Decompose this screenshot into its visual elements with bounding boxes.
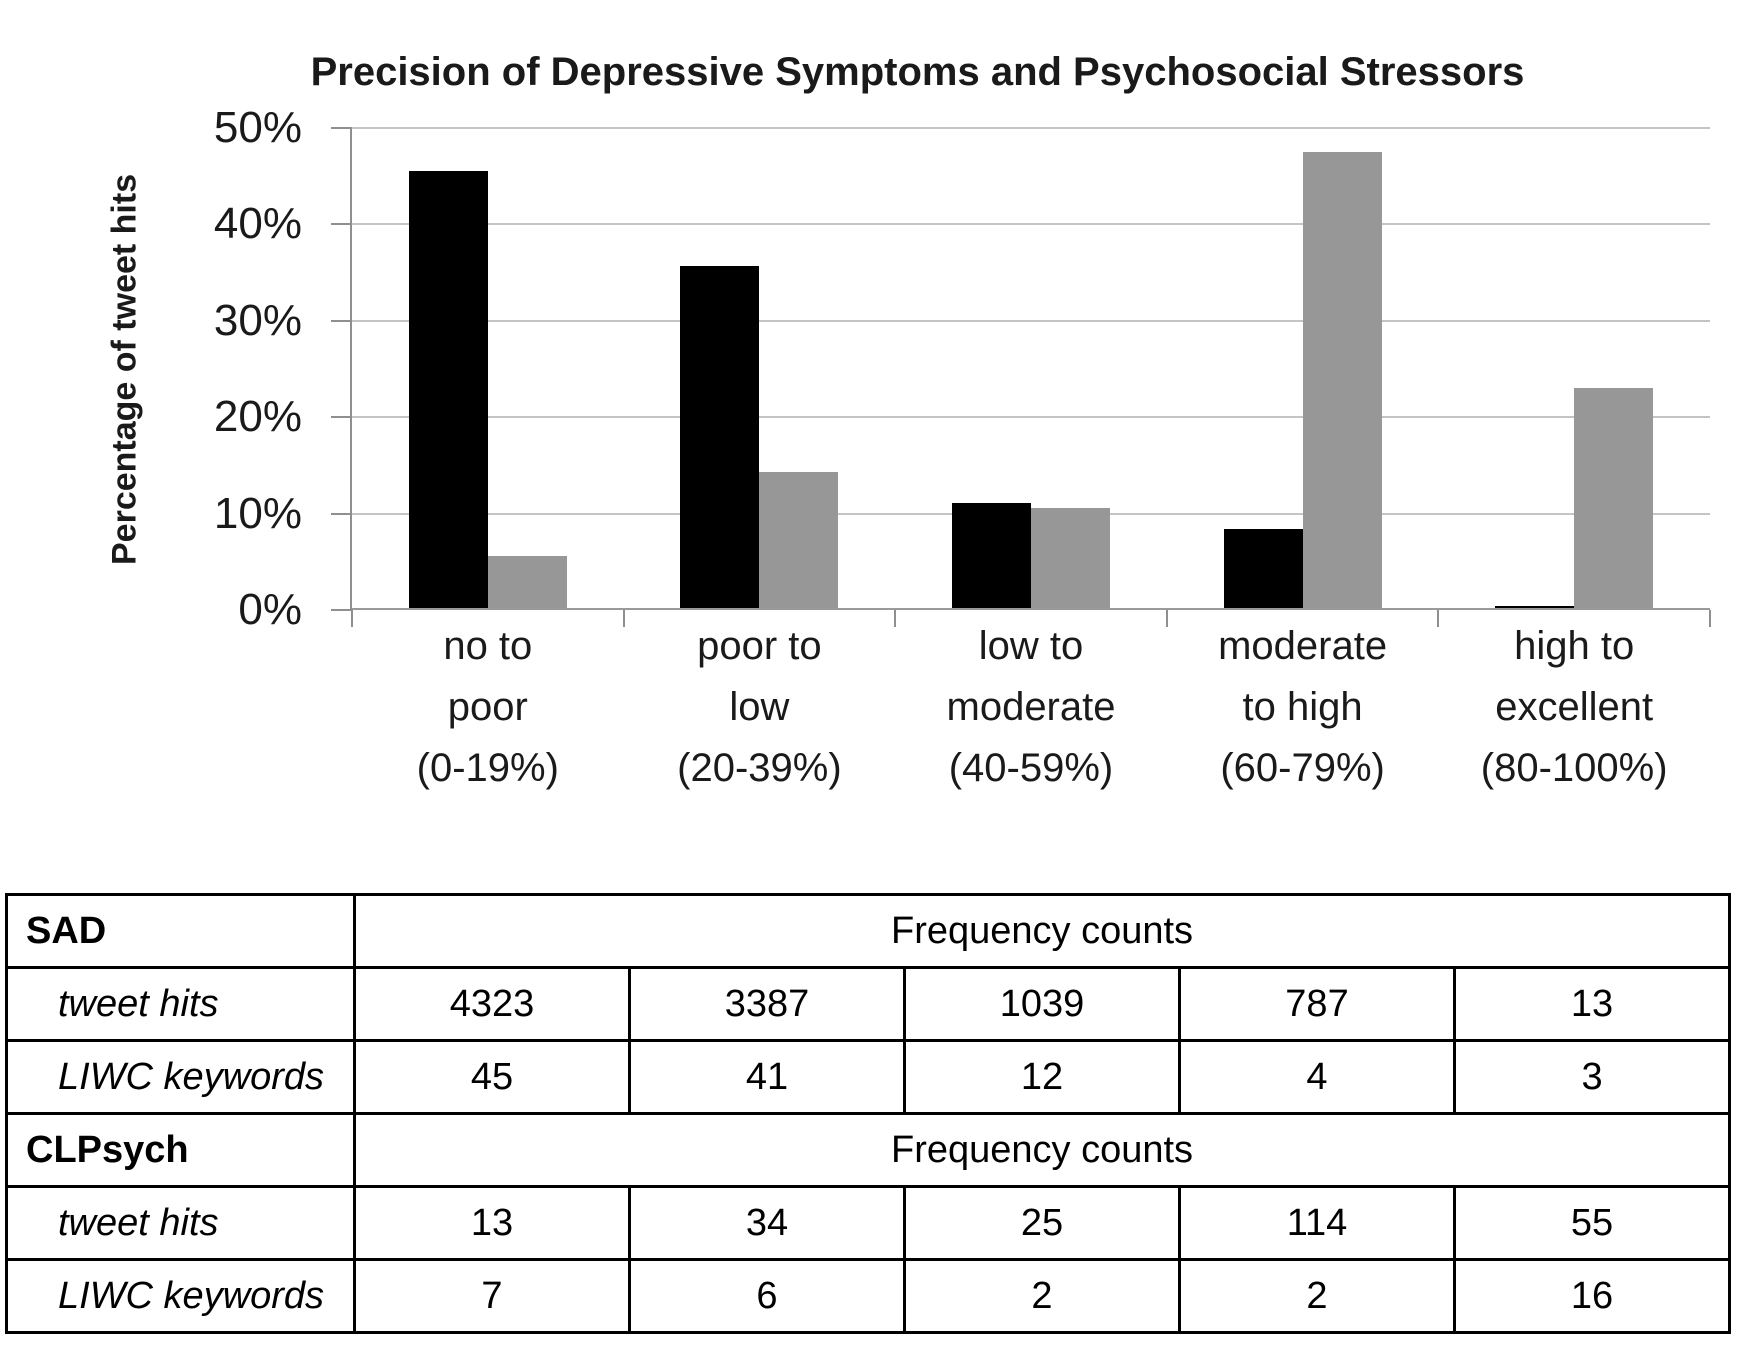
x-axis-label-line: excellent bbox=[1495, 685, 1654, 729]
x-axis-category-label: no to poor (0-19%) bbox=[338, 616, 638, 799]
value-cell: 6 bbox=[628, 1258, 906, 1334]
x-axis-category-label: moderate to high (60-79%) bbox=[1153, 616, 1453, 799]
y-axis-line bbox=[350, 128, 352, 610]
plot-area bbox=[352, 127, 1710, 610]
y-axis-tick-label: 0% bbox=[238, 585, 302, 634]
x-axis-category-label: poor to low (20-39%) bbox=[609, 616, 909, 799]
value-cell: 114 bbox=[1178, 1185, 1456, 1261]
x-axis-label-line: low bbox=[729, 685, 790, 729]
x-axis-label-line: low to bbox=[978, 624, 1084, 668]
value-cell: 13 bbox=[1452, 966, 1732, 1042]
frequency-counts-cell: Frequency counts bbox=[352, 893, 1732, 969]
x-axis-label-line: high to bbox=[1514, 624, 1635, 668]
bar-clpsych bbox=[1574, 388, 1654, 608]
y-tick-mark bbox=[331, 127, 352, 129]
bar-clpsych bbox=[1302, 152, 1382, 608]
x-axis-labels: no to poor (0-19%) poor to low (20-39%) low to… bbox=[352, 616, 1710, 856]
y-axis-tick-label: 50% bbox=[213, 103, 302, 152]
y-axis-tick-label: 20% bbox=[213, 392, 302, 442]
y-axis-tick-label: 40% bbox=[213, 199, 302, 249]
value-cell: 4323 bbox=[353, 966, 631, 1042]
value-cell: 3 bbox=[1452, 1039, 1732, 1115]
x-axis-category-label: high to excellent (80-100%) bbox=[1424, 616, 1724, 799]
x-axis-label-line: to high bbox=[1242, 685, 1363, 729]
gridline bbox=[352, 416, 1710, 419]
value-cell: 4 bbox=[1178, 1039, 1456, 1115]
x-tick-mark bbox=[1437, 610, 1440, 627]
y-axis-tick-label: 30% bbox=[213, 295, 302, 345]
value-cell: 13 bbox=[353, 1185, 631, 1261]
row-label-cell: tweet hits bbox=[5, 966, 356, 1042]
bar-sad bbox=[1495, 606, 1575, 608]
x-axis-label-line: (40-59%) bbox=[948, 746, 1114, 790]
x-axis-label-line: poor bbox=[447, 685, 528, 729]
x-tick-mark bbox=[1709, 610, 1711, 627]
x-axis-label-line: (0-19%) bbox=[416, 746, 559, 790]
value-cell: 2 bbox=[1178, 1258, 1456, 1334]
table-row: tweet hits 13 34 25 114 55 bbox=[5, 1185, 1732, 1261]
x-tick-mark bbox=[351, 610, 353, 627]
value-cell: 12 bbox=[903, 1039, 1181, 1115]
x-axis-line bbox=[352, 608, 1710, 610]
bar-sad bbox=[680, 265, 760, 608]
value-cell: 2 bbox=[903, 1258, 1181, 1334]
x-axis-label-line: (60-79%) bbox=[1220, 746, 1385, 790]
row-label-cell: LIWC keywords bbox=[5, 1258, 356, 1334]
value-cell: 16 bbox=[1452, 1258, 1732, 1334]
y-tick-mark bbox=[331, 512, 352, 515]
table-section-header-row: CLPsych Frequency counts bbox=[5, 1112, 1732, 1188]
x-axis-label-line: moderate bbox=[946, 685, 1116, 729]
section-header-cell: CLPsych bbox=[5, 1112, 356, 1188]
row-label-cell: LIWC keywords bbox=[5, 1039, 356, 1115]
y-axis-tick-labels: 0% 10% 20% 30% 40% 50% bbox=[130, 103, 302, 634]
gridline bbox=[352, 223, 1710, 226]
bar-clpsych bbox=[487, 555, 567, 608]
section-header-cell: SAD bbox=[5, 893, 356, 969]
chart-title: Precision of Depressive Symptoms and Psy… bbox=[310, 50, 1525, 94]
gridline bbox=[352, 319, 1710, 322]
x-axis-label-line: (80-100%) bbox=[1480, 746, 1668, 790]
value-cell: 41 bbox=[628, 1039, 906, 1115]
x-tick-mark bbox=[1165, 610, 1168, 627]
y-tick-mark bbox=[331, 416, 352, 419]
frequency-table: SAD Frequency counts tweet hits 4323 3387 103… bbox=[5, 893, 1732, 1334]
x-axis-label-line: moderate bbox=[1218, 624, 1388, 668]
value-cell: 787 bbox=[1178, 966, 1456, 1042]
bar-sad bbox=[1223, 528, 1303, 608]
value-cell: 7 bbox=[353, 1258, 631, 1334]
bar-clpsych bbox=[1031, 507, 1110, 608]
x-axis-label-line: no to bbox=[443, 624, 533, 668]
y-tick-mark bbox=[331, 223, 352, 226]
x-tick-mark bbox=[622, 610, 625, 627]
value-cell: 25 bbox=[903, 1185, 1181, 1261]
value-cell: 1039 bbox=[903, 966, 1181, 1042]
y-axis-tick-label: 10% bbox=[213, 488, 302, 538]
bar-clpsych bbox=[759, 472, 839, 608]
bar-sad bbox=[408, 171, 488, 608]
bar-sad bbox=[952, 502, 1031, 608]
x-axis-category-label: low to moderate (40-59%) bbox=[881, 616, 1181, 799]
x-axis-label-line: poor to bbox=[697, 624, 822, 668]
row-label-cell: tweet hits bbox=[5, 1185, 356, 1261]
table-section-header-row: SAD Frequency counts bbox=[5, 893, 1732, 969]
value-cell: 34 bbox=[628, 1185, 906, 1261]
x-tick-mark bbox=[894, 610, 897, 627]
y-tick-mark bbox=[331, 609, 352, 611]
y-tick-mark bbox=[331, 319, 352, 322]
x-axis-label-line: (20-39%) bbox=[677, 746, 842, 790]
value-cell: 45 bbox=[353, 1039, 631, 1115]
value-cell: 55 bbox=[1452, 1185, 1732, 1261]
frequency-counts-cell: Frequency counts bbox=[352, 1112, 1732, 1188]
table-row: LIWC keywords 7 6 2 2 16 bbox=[5, 1258, 1732, 1334]
table-row: tweet hits 4323 3387 1039 787 13 bbox=[5, 966, 1732, 1042]
value-cell: 3387 bbox=[628, 966, 906, 1042]
table-row: LIWC keywords 45 41 12 4 3 bbox=[5, 1039, 1732, 1115]
gridline bbox=[352, 127, 1710, 129]
